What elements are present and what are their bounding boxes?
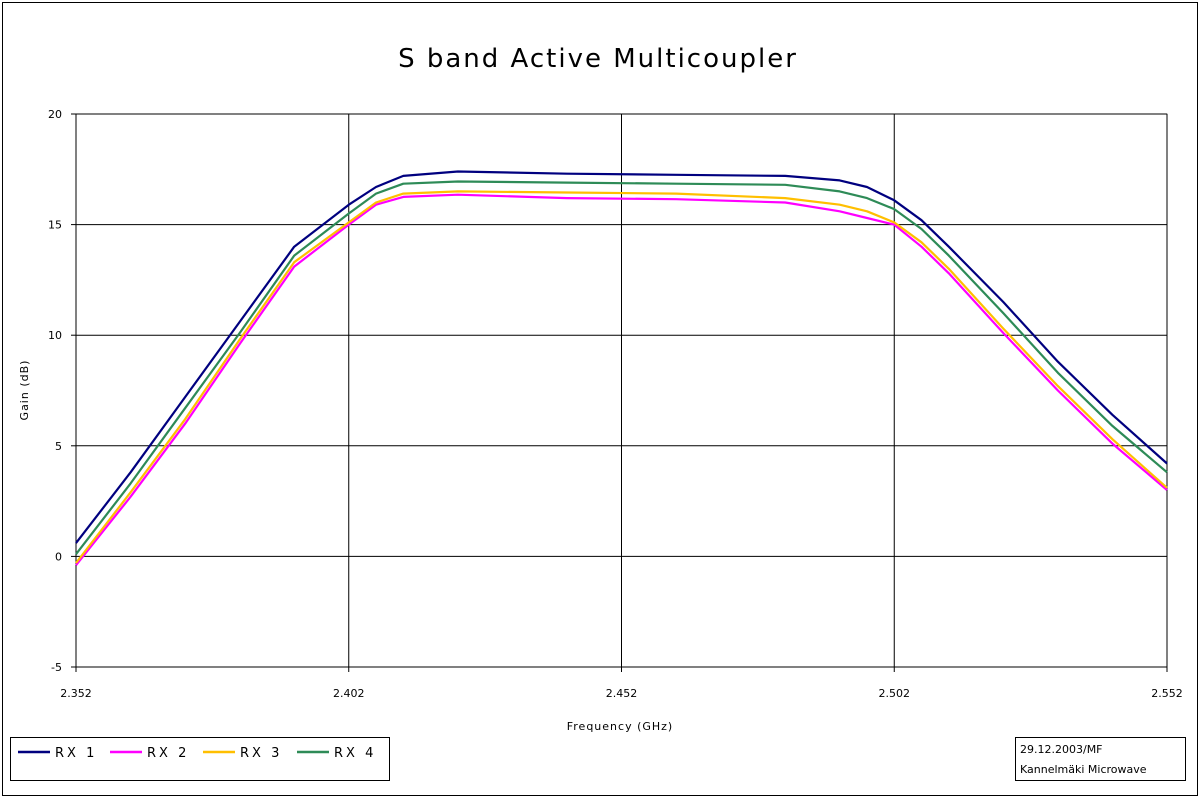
note-box: 29.12.2003/MF Kannelmäki Microwave: [1015, 737, 1186, 781]
legend-label-rx3: RX 3: [240, 746, 282, 761]
series-line-rx4: [75, 180, 1168, 555]
y-tick-label: 15: [48, 219, 62, 232]
ticks: 20 15 10 5 0 -5 2.352 2.402 2.452 2.502 2.552: [48, 108, 1183, 700]
x-tick-label: 2.552: [1151, 687, 1183, 700]
x-tick-label: 2.452: [606, 687, 638, 700]
note-line-2: Kannelmäki Microwave: [1020, 763, 1147, 776]
series-line-rx1: [75, 170, 1168, 544]
legend-label-rx2: RX 2: [147, 746, 189, 761]
y-tick-label: -5: [51, 661, 62, 674]
y-axis-label: Gain (dB): [18, 360, 31, 421]
series-lines: [75, 170, 1168, 566]
legend-box: [10, 737, 390, 781]
x-tick-label: 2.352: [60, 687, 92, 700]
legend: RX 1 RX 2 RX 3 RX 4: [10, 737, 390, 781]
series-line-rx2: [75, 193, 1168, 566]
y-tick-label: 20: [48, 108, 62, 121]
legend-label-rx1: RX 1: [55, 746, 97, 761]
note-frame: [1015, 737, 1186, 781]
x-tick-label: 2.402: [333, 687, 365, 700]
x-tick-label: 2.502: [879, 687, 911, 700]
y-tick-label: 0: [55, 550, 62, 563]
series-line-rx3: [75, 190, 1168, 564]
legend-label-rx4: RX 4: [334, 746, 376, 761]
y-tick-label: 10: [48, 329, 62, 342]
chart-title: S band Active Multicoupler: [398, 44, 798, 74]
y-tick-label: 5: [55, 440, 62, 453]
x-axis-label: Frequency (GHz): [567, 720, 673, 733]
note-line-1: 29.12.2003/MF: [1020, 743, 1103, 756]
